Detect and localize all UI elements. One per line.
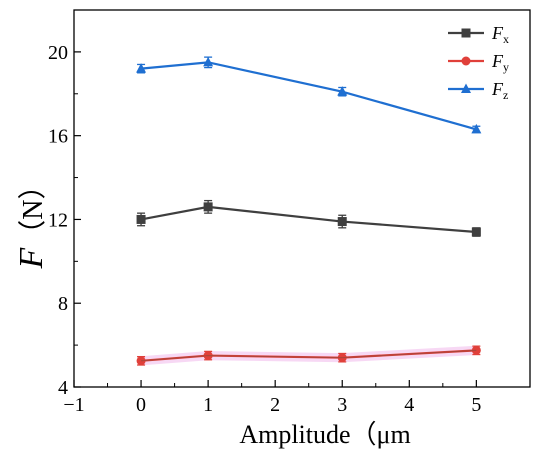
legend-item-fy: Fy xyxy=(448,51,509,74)
legend-label-var: F xyxy=(491,23,504,43)
series-line xyxy=(140,205,477,234)
x-axis: −1 0 1 2 3 4 5 xyxy=(63,380,481,416)
plot-area-frame xyxy=(73,9,531,388)
y-tick-label: 12 xyxy=(48,209,68,231)
data-point xyxy=(136,63,147,73)
series-fy-overlay xyxy=(141,349,477,362)
data-point xyxy=(203,202,213,212)
legend-label-var: F xyxy=(491,79,504,99)
legend-label: Fz xyxy=(491,79,508,102)
data-point xyxy=(471,227,481,237)
legend-label: Fx xyxy=(491,23,509,46)
y-axis: 4 8 12 16 20 xyxy=(48,42,81,399)
legend-label-var: F xyxy=(491,51,504,71)
highlight-band-shape xyxy=(141,345,477,366)
highlight-band xyxy=(141,345,477,366)
x-tick-label: 1 xyxy=(203,394,213,416)
data-point xyxy=(471,123,482,134)
y-tick-label: 20 xyxy=(48,42,68,64)
y-axis-label: F（N） xyxy=(13,171,50,269)
y-tick-label: 8 xyxy=(58,293,68,315)
x-tick-label: −1 xyxy=(63,394,84,416)
series-line xyxy=(140,61,477,131)
series-fx xyxy=(136,199,481,237)
legend-label-sub: z xyxy=(503,88,508,102)
legend-item-fz: Fz xyxy=(448,79,508,102)
data-point xyxy=(337,217,347,227)
legend-label-sub: y xyxy=(503,60,509,74)
series-layer xyxy=(136,56,482,366)
series-fz xyxy=(136,56,482,134)
legend-marker xyxy=(461,56,471,66)
x-tick-label: 5 xyxy=(471,394,481,416)
legend-marker xyxy=(461,83,471,93)
y-axis-label-var: F xyxy=(13,247,50,270)
y-axis-label-unit: （N） xyxy=(17,171,49,247)
y-tick-label: 4 xyxy=(58,377,68,399)
legend-item-fx: Fx xyxy=(448,23,509,46)
x-tick-label: 2 xyxy=(270,394,280,416)
legend-label: Fy xyxy=(491,51,509,74)
x-tick-label: 4 xyxy=(404,394,414,416)
data-point xyxy=(203,56,214,67)
x-axis-label: Amplitude（μm xyxy=(239,420,410,449)
data-point xyxy=(337,86,348,96)
legend-marker xyxy=(461,28,471,38)
y-tick-label: 16 xyxy=(48,126,68,148)
data-point xyxy=(136,214,146,224)
x-tick-label: 3 xyxy=(337,394,347,416)
x-tick-label: 0 xyxy=(136,394,146,416)
legend-label-sub: x xyxy=(503,32,509,46)
